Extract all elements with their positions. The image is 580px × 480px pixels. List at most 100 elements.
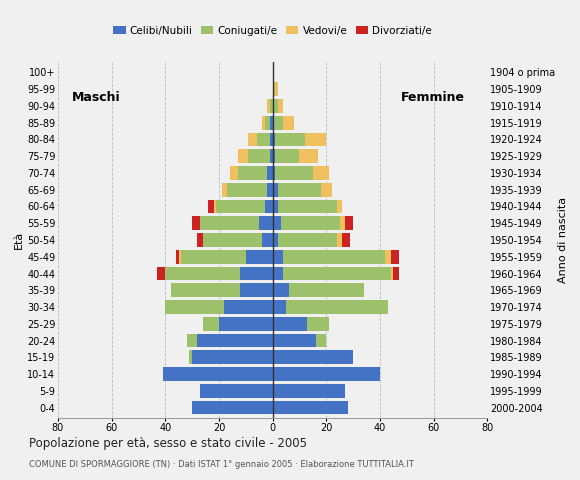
Bar <box>241 266 273 280</box>
Bar <box>276 166 313 180</box>
Bar <box>192 401 273 414</box>
Bar <box>227 183 267 197</box>
Bar <box>276 149 299 163</box>
Bar <box>385 250 391 264</box>
Bar <box>157 266 165 280</box>
Y-axis label: Età: Età <box>14 231 24 249</box>
Bar <box>273 200 278 213</box>
Bar <box>208 200 213 213</box>
Text: Popolazione per età, sesso e stato civile - 2005: Popolazione per età, sesso e stato civil… <box>29 437 307 450</box>
Bar <box>391 266 393 280</box>
Y-axis label: Anno di nascita: Anno di nascita <box>558 197 568 283</box>
Bar <box>345 216 353 230</box>
Bar <box>273 250 284 264</box>
Bar <box>238 166 267 180</box>
Bar <box>192 350 273 364</box>
Bar <box>267 183 273 197</box>
Bar <box>270 149 273 163</box>
Bar <box>216 200 264 213</box>
Bar <box>262 116 264 130</box>
Bar <box>213 200 216 213</box>
Bar <box>342 233 350 247</box>
Bar <box>203 233 262 247</box>
Text: Femmine: Femmine <box>401 91 465 104</box>
Bar <box>307 317 329 331</box>
Bar <box>264 116 270 130</box>
Bar <box>299 149 318 163</box>
Bar <box>192 216 200 230</box>
Bar <box>273 401 348 414</box>
Text: COMUNE DI SPORMAGGIORE (TN) · Dati ISTAT 1° gennaio 2005 · Elaborazione TUTTITAL: COMUNE DI SPORMAGGIORE (TN) · Dati ISTAT… <box>29 460 414 469</box>
Bar <box>222 183 227 197</box>
Bar <box>273 367 380 381</box>
Bar <box>284 266 391 280</box>
Text: Maschi: Maschi <box>71 91 120 104</box>
Bar <box>270 132 273 146</box>
Bar <box>165 300 224 314</box>
Bar <box>267 166 273 180</box>
Bar <box>248 132 256 146</box>
Bar <box>391 250 398 264</box>
Bar <box>393 266 398 280</box>
Bar <box>267 99 270 113</box>
Bar <box>248 149 270 163</box>
Bar <box>276 83 278 96</box>
Bar <box>273 132 275 146</box>
Bar <box>313 166 329 180</box>
Bar <box>340 216 345 230</box>
Bar <box>273 283 289 297</box>
Bar <box>273 116 284 130</box>
Bar <box>278 233 337 247</box>
Bar <box>200 216 259 230</box>
Bar <box>273 216 281 230</box>
Bar <box>278 183 321 197</box>
Bar <box>273 384 345 397</box>
Bar <box>182 250 246 264</box>
Bar <box>187 334 197 348</box>
Bar <box>241 283 273 297</box>
Bar <box>200 384 273 397</box>
Bar <box>262 233 273 247</box>
Bar <box>203 317 219 331</box>
Bar <box>273 99 278 113</box>
Bar <box>273 300 286 314</box>
Bar <box>278 200 337 213</box>
Bar <box>273 149 275 163</box>
Bar <box>273 317 307 331</box>
Bar <box>246 250 273 264</box>
Bar <box>276 132 305 146</box>
Bar <box>219 317 273 331</box>
Bar <box>321 183 332 197</box>
Bar <box>224 300 273 314</box>
Bar <box>171 283 241 297</box>
Bar <box>238 149 248 163</box>
Bar <box>305 132 326 146</box>
Bar <box>284 116 294 130</box>
Bar <box>270 99 273 113</box>
Bar <box>264 200 273 213</box>
Bar <box>273 266 284 280</box>
Bar <box>190 350 192 364</box>
Bar <box>259 216 273 230</box>
Bar <box>281 216 340 230</box>
Bar <box>179 250 182 264</box>
Bar <box>162 367 273 381</box>
Bar <box>273 334 316 348</box>
Bar <box>176 250 179 264</box>
Legend: Celibi/Nubili, Coniugati/e, Vedovi/e, Divorziati/e: Celibi/Nubili, Coniugati/e, Vedovi/e, Di… <box>109 22 436 40</box>
Bar <box>270 116 273 130</box>
Bar <box>197 233 203 247</box>
Bar <box>286 300 388 314</box>
Bar <box>273 183 278 197</box>
Bar <box>337 233 342 247</box>
Bar <box>273 350 353 364</box>
Bar <box>165 266 241 280</box>
Bar <box>197 334 273 348</box>
Bar <box>284 250 385 264</box>
Bar <box>230 166 238 180</box>
Bar <box>289 283 364 297</box>
Bar <box>273 233 278 247</box>
Bar <box>316 334 327 348</box>
Bar <box>273 83 275 96</box>
Bar <box>337 200 342 213</box>
